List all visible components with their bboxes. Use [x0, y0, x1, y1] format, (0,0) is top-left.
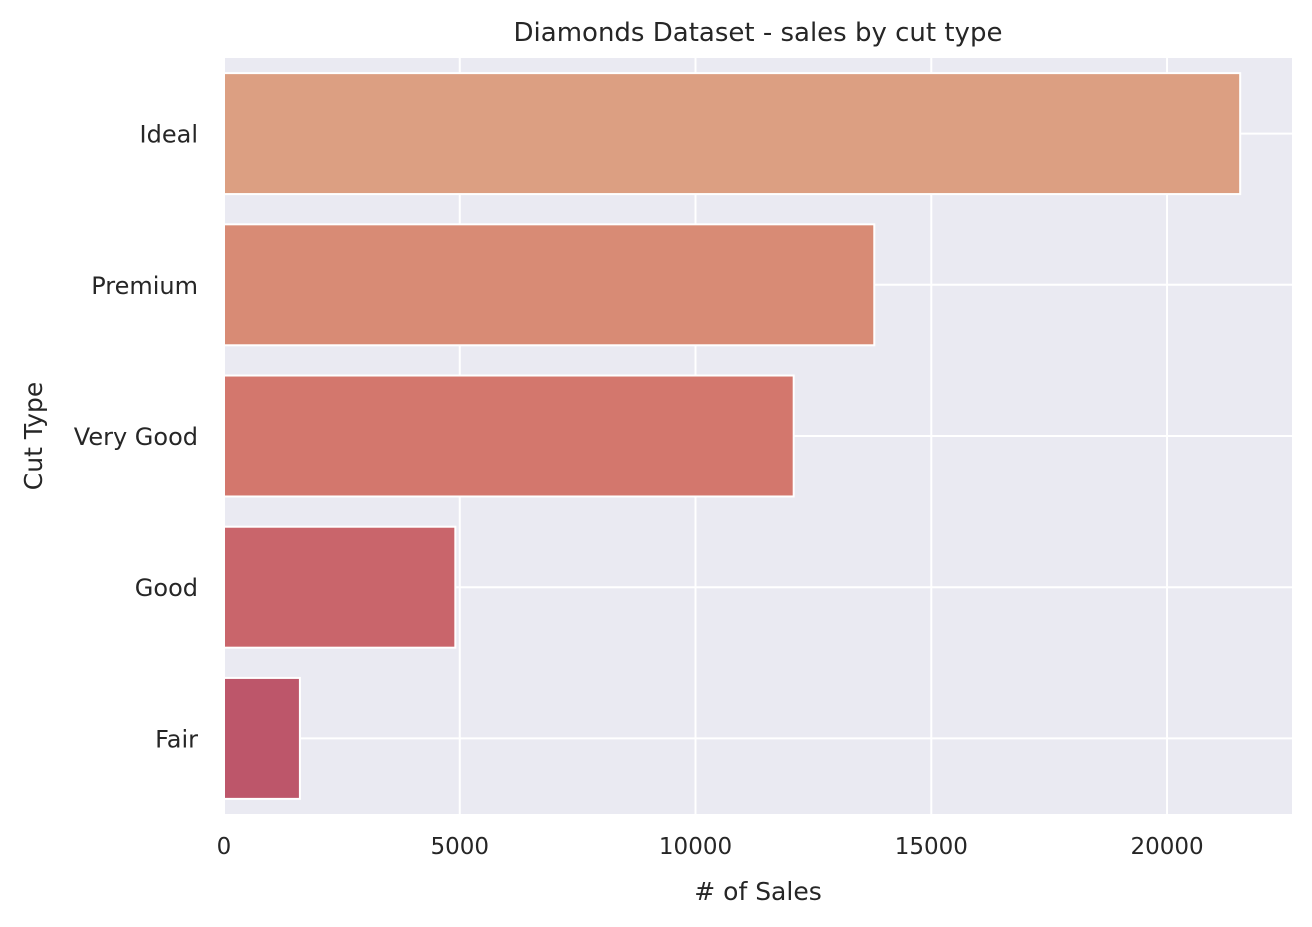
x-tick-label: 5000 [430, 834, 489, 860]
category-label: Ideal [140, 121, 198, 149]
chart-title: Diamonds Dataset - sales by cut type [514, 18, 1003, 48]
x-tick-label: 15000 [895, 834, 968, 860]
bar-very-good [223, 374, 795, 498]
category-label: Premium [91, 272, 198, 300]
bar-good [223, 525, 457, 649]
x-tick-label: 20000 [1130, 834, 1203, 860]
category-label: Good [135, 574, 198, 602]
category-labels: Ideal Premium Very Good Good Fair [74, 121, 198, 754]
x-tick-label: 0 [217, 834, 232, 860]
category-label: Fair [155, 725, 198, 753]
bar-premium [223, 223, 876, 347]
x-tick-label: 10000 [659, 834, 732, 860]
y-axis-label: Cut Type [19, 382, 48, 490]
bar-fair [223, 676, 301, 800]
x-tick-labels: 0 5000 10000 15000 20000 [217, 834, 1204, 860]
category-label: Very Good [74, 423, 198, 451]
bars [223, 72, 1242, 800]
x-axis-label: # of Sales [694, 877, 821, 906]
bar-ideal [223, 72, 1242, 196]
